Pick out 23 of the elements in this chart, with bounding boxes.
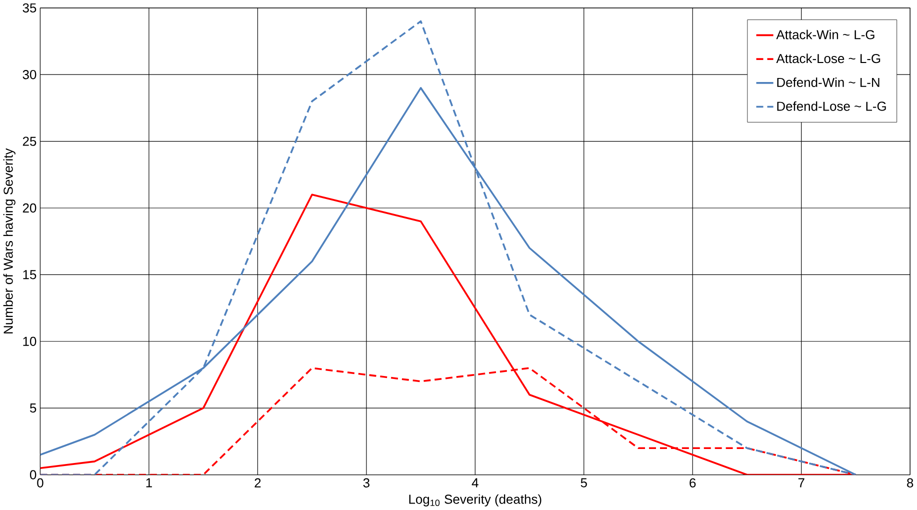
x-tick-label: 4	[472, 478, 478, 488]
y-tick-label: 15	[23, 270, 36, 280]
legend-label: Defend-Win ~ L-N	[777, 78, 880, 88]
y-axis-title: Number of Wars having Severity	[3, 148, 16, 334]
x-tick-label: 1	[146, 478, 152, 488]
legend-label: Defend-Lose ~ L-G	[777, 101, 886, 111]
legend-label: Attack-Win ~ L-G	[776, 30, 874, 40]
y-tick-label: 35	[22, 3, 36, 13]
y-tick-label: 30	[22, 70, 36, 80]
y-tick-label: 0	[30, 470, 36, 480]
y-tick-label: 25	[22, 136, 36, 146]
y-tick-label: 20	[22, 204, 36, 213]
x-axis-title: Log$_{10}$ Severity (deaths)	[409, 494, 542, 507]
y-tick-label: 10	[23, 336, 36, 346]
x-tick-label: 2	[254, 478, 261, 488]
x-tick-label: 6	[690, 478, 696, 488]
x-tick-label: 5	[580, 478, 587, 488]
legend-label: Attack-Lose ~ L-G	[776, 54, 880, 64]
x-tick-label: 7	[798, 478, 804, 488]
x-tick-label: 0	[37, 478, 44, 488]
x-tick-label: 8	[907, 478, 914, 488]
y-tick-label: 5	[30, 404, 36, 413]
x-tick-label: 3	[363, 478, 370, 488]
